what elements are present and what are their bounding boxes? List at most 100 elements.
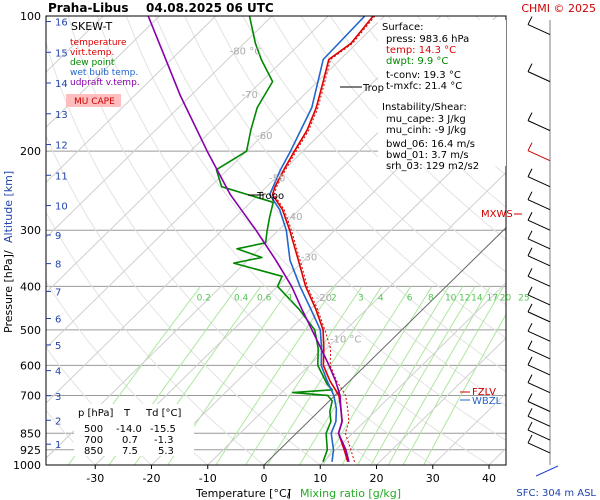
mixing-ratio-label: 6 xyxy=(407,293,413,303)
t-mxfc: t-mxfc: 21.4 °C xyxy=(386,81,462,92)
dry-adiabat xyxy=(271,16,506,273)
temperature-tick-label: 20 xyxy=(370,472,384,485)
table-cell-td-700: -1.3 xyxy=(154,435,174,446)
wind-barb xyxy=(527,24,551,36)
wind-barb-flag xyxy=(527,286,533,296)
table-head-td: Td [°C] xyxy=(145,408,182,419)
wind-barb xyxy=(527,150,551,162)
mixing-ratio-label: 4 xyxy=(378,293,384,303)
wind-barb xyxy=(527,429,551,441)
table-cell-t-700: 0.7 xyxy=(122,435,138,446)
dry-adiabat xyxy=(242,16,506,306)
wind-barb xyxy=(527,415,551,427)
wind-barb-flag xyxy=(527,408,533,417)
dry-adiabat xyxy=(46,409,96,465)
isotherm-label: -40 xyxy=(286,212,302,223)
x-axis-sep: / xyxy=(287,487,291,500)
dry-adiabat xyxy=(184,16,506,373)
x-axis-title: Temperature [°C] xyxy=(195,487,291,500)
altitude-tick-label: 11 xyxy=(55,171,68,182)
pressure-tick-label: 850 xyxy=(20,427,41,440)
pressure-tick-label: 500 xyxy=(20,324,41,337)
wind-barb xyxy=(527,238,551,250)
table-cell-t-850: 7.5 xyxy=(122,446,138,457)
legend-virt-temp: virt.temp. xyxy=(70,48,114,58)
updraft-line xyxy=(147,16,350,462)
srh-03: srh_03: 129 m2/s2 xyxy=(386,161,479,172)
altitude-tick-label: 3 xyxy=(55,392,61,403)
pressure-tick-label: 600 xyxy=(20,359,41,372)
mixing-ratio-label: 25 xyxy=(518,293,529,303)
wind-barb-flag xyxy=(527,434,533,444)
legend-dew-point: dew point xyxy=(70,58,115,68)
pressure-tick-label: 300 xyxy=(20,224,41,237)
wind-barb xyxy=(527,199,551,211)
pressure-tick-label: 1000 xyxy=(13,459,41,472)
surface-temp: temp: 14.3 °C xyxy=(386,45,456,56)
wind-barb-flag xyxy=(527,374,533,383)
levels-table-bg xyxy=(74,404,194,456)
legend-updraft: udpraft v.temp. xyxy=(70,78,140,88)
wind-barb xyxy=(527,176,551,188)
isotherm-line xyxy=(46,16,273,239)
tropo-label: Tropo xyxy=(256,191,284,202)
grid-layer xyxy=(46,16,506,465)
isotherm-label: -70 xyxy=(242,90,258,101)
isotherm-line xyxy=(376,337,506,465)
dry-adiabat xyxy=(67,16,434,465)
altitude-tick-label: 15 xyxy=(55,48,68,59)
mixing-ratio-line xyxy=(322,286,433,465)
isotherm-line xyxy=(46,16,217,184)
virtual-temperature-line xyxy=(273,16,376,462)
dry-adiabat xyxy=(96,16,490,465)
surface-dwpt: dwpt: 9.9 °C xyxy=(386,56,448,67)
bwd-06: bwd_06: 16.4 m/s xyxy=(386,139,475,150)
pressure-tick-label: 400 xyxy=(20,280,41,293)
mixing-ratio-label: 12 xyxy=(459,293,470,303)
dry-adiabat xyxy=(213,16,506,339)
mixing-ratio-line xyxy=(387,286,492,465)
altitude-tick-label: 10 xyxy=(55,202,68,213)
altitude-tick-label: 6 xyxy=(55,315,61,326)
temperature-tick-label: -20 xyxy=(143,472,161,485)
wind-barb-flag xyxy=(527,230,533,240)
surface-wind-arrow xyxy=(535,465,559,477)
plot-frame xyxy=(45,15,507,466)
pressure-tick-label: 200 xyxy=(20,145,41,158)
wind-barb xyxy=(527,330,551,342)
isotherm-line xyxy=(46,16,160,128)
isotherm-line xyxy=(46,16,329,294)
wind-barb-flag xyxy=(527,212,533,221)
wind-barbs xyxy=(527,16,559,477)
wind-barb-flag xyxy=(527,191,533,200)
wind-barb xyxy=(527,294,551,306)
table-cell-p-500: 500 xyxy=(84,424,103,435)
wind-barb xyxy=(527,364,551,376)
wind-barb xyxy=(527,442,551,454)
temperature-tick-label: 0 xyxy=(261,472,268,485)
temperature-tick-label: 30 xyxy=(426,472,440,485)
wind-barb xyxy=(527,255,551,267)
isotherm-label: -10 °C xyxy=(330,334,362,345)
wbzl-label: WBZL xyxy=(472,396,502,407)
isotherm-label: -30 xyxy=(301,252,317,263)
dry-adiabat xyxy=(300,16,506,241)
wind-barb-flag xyxy=(527,168,533,177)
altitude-tick-label: 2 xyxy=(55,416,61,427)
dry-adiabat xyxy=(46,40,377,465)
isotherm-label: -20 xyxy=(316,293,332,304)
fzlv-label: FZLV xyxy=(472,387,496,398)
axis-layer: -80 °C -70 -60 -50 -40 -30 -20 -10 °C 0.2 0.4 0.6 1… xyxy=(13,10,530,485)
isotherm-line xyxy=(319,282,506,465)
wind-barb-flag xyxy=(527,356,533,366)
wind-barb-flag xyxy=(527,303,533,313)
wind-barb xyxy=(527,348,551,360)
mixing-ratio-line xyxy=(357,286,464,465)
pressure-tick-label: 100 xyxy=(20,10,41,23)
dry-adiabat xyxy=(46,211,265,465)
wind-barb-flag xyxy=(527,142,533,151)
dry-adiabat xyxy=(125,16,506,442)
altitude-tick-label: 8 xyxy=(55,260,61,271)
isotherm-line xyxy=(46,16,385,349)
wind-barb-flag xyxy=(527,247,533,257)
